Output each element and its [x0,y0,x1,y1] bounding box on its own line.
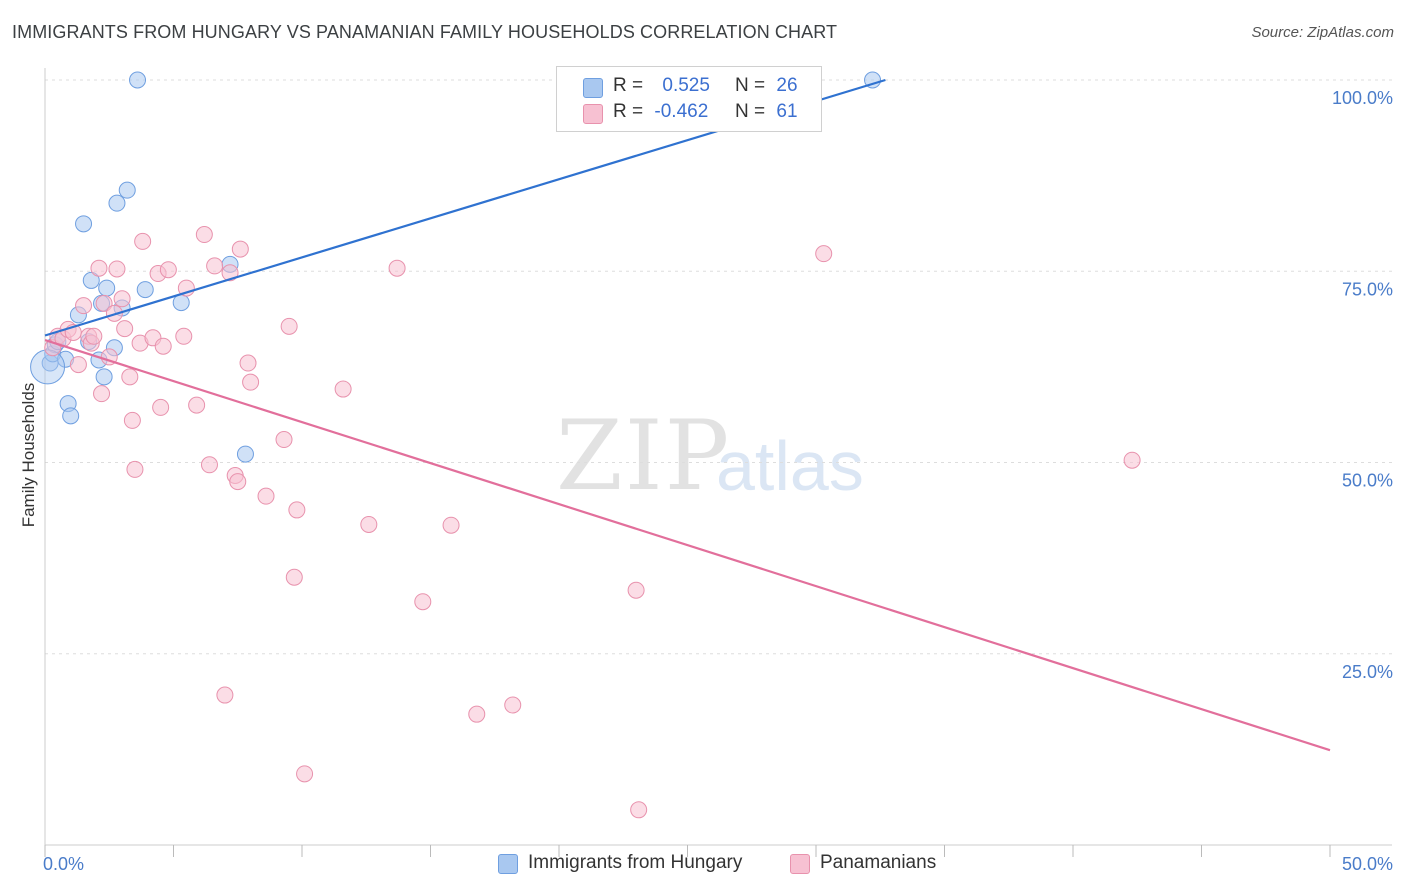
panamanian-point [200,456,218,474]
chart-title: IMMIGRANTS FROM HUNGARY VS PANAMANIAN FA… [12,22,838,42]
legend-swatch-hungary [583,78,603,98]
panamanian-point [334,380,352,398]
watermark-zip: ZIP [556,400,732,512]
watermark-atlas: atlas [716,427,864,505]
hungary-point [75,215,93,233]
bottom-legend-label-panamanians: Panamanians [820,852,937,873]
legend-r-value: -0.462 [654,101,709,122]
hungary-point [98,279,116,297]
bottom-legend-swatch-hungary [498,854,518,874]
panamanian-point [296,765,314,783]
panamanian-point [627,581,645,599]
hungary-point [172,294,190,312]
panamanian-point [275,431,293,449]
legend-n-value: 26 [776,75,798,96]
bottom-legend-hungary: Immigrants from Hungary [498,852,742,874]
panamanian-point [216,686,234,704]
panamanian-point [414,593,432,611]
panamanian-point [630,801,648,819]
legend-n-value: 61 [776,101,798,122]
panamanian-point [175,327,193,345]
panamanian-point [280,317,298,335]
panamanian-point [504,696,522,714]
panamanian-point [288,501,306,519]
panamanian-point [221,264,239,282]
panamanian-point [239,354,257,372]
x-tick-label: 0.0% [43,854,84,874]
panamanian-point [75,297,93,315]
y-axis-title: Family Households [19,383,38,528]
hungary-point [95,368,113,386]
panamanian-point [229,473,247,491]
axes [44,68,1392,846]
panamanian-point [95,294,113,312]
panamanian-point [116,320,134,338]
correlation-legend: R = 0.525 N = 26 R = -0.462 N = 61 [556,66,822,132]
panamanian-point [154,337,172,355]
panamanian-point [121,368,139,386]
panamanian-point [134,232,152,250]
hungary-point [129,71,147,89]
panamanian-point [815,245,833,263]
panamanian-point [231,240,249,258]
panamanian-point [195,226,213,244]
hungary-point [108,194,126,212]
panamanian-point [126,460,144,478]
legend-r-value: 0.525 [662,75,710,96]
panamanian-point [113,290,131,308]
y-tick-label: 25.0% [1342,662,1393,682]
hungary-point [118,181,136,199]
bottom-legend-panamanians: Panamanians [790,852,936,874]
y-tick-label: 50.0% [1342,471,1393,491]
panamanian-point [85,327,103,345]
y-tick-label: 75.0% [1342,279,1393,299]
legend-swatch-panamanians [583,104,603,124]
panamanian-point [90,259,108,277]
y-tick-label: 100.0% [1332,88,1393,108]
panamanian-point [69,356,87,374]
panamanian-point [108,260,126,278]
legend-n-label: N = [735,75,766,96]
tick-labels: 25.0% 50.0% 75.0% 100.0% 0.0% 50.0% [43,88,1393,874]
panamanian-point [123,411,141,429]
legend-n-label: N = [735,101,766,122]
panamanian-point [388,259,406,277]
panamanian-point [242,373,260,391]
panamanian-point [1123,451,1141,469]
bottom-legend-label-hungary: Immigrants from Hungary [528,852,743,873]
x-tick-label: 50.0% [1342,854,1393,874]
hungary-point [82,271,100,289]
hungary-point-large [30,349,66,385]
panamanian-point [257,487,275,505]
panamanian-point [159,261,177,279]
hungary-point [62,407,80,425]
chart-source: Source: ZipAtlas.com [1251,24,1394,41]
panamanian-point [285,568,303,586]
panamanian-point [206,257,224,275]
legend-r-label: R = [613,101,644,122]
panamanian-point [93,385,111,403]
panamanian-point [188,396,206,414]
panamanian-trend-line [44,339,1331,752]
ticks [44,845,1331,857]
data-points [30,71,1141,819]
panamanian-point [442,516,460,534]
trend-lines [44,78,1331,752]
hungary-point [236,445,254,463]
panamanian-point [360,515,378,533]
legend-r-label: R = [613,75,644,96]
bottom-legend-swatch-panamanians [790,854,810,874]
panamanian-point [152,398,170,416]
panamanian-point [468,705,486,723]
hungary-point [136,281,154,299]
